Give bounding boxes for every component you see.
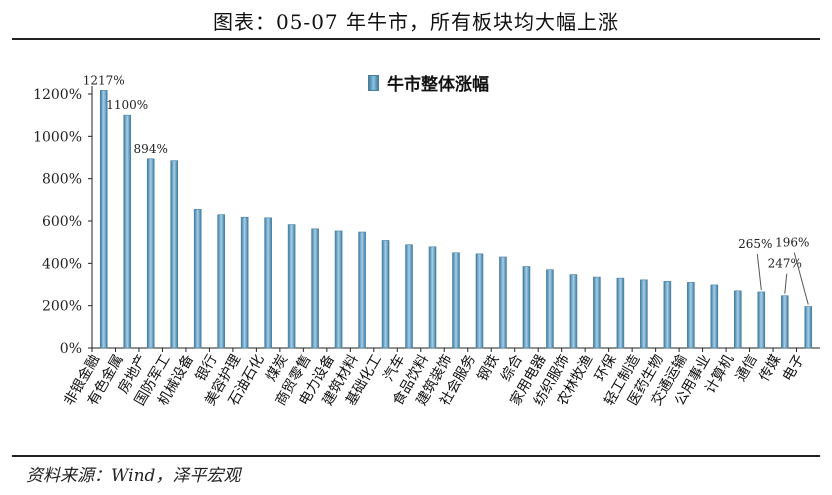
bar-19 (522, 266, 531, 349)
bar-14 (405, 244, 413, 349)
data-label: 894% (134, 142, 168, 156)
annotation-leader (784, 273, 788, 294)
x-tick-label: 钢铁 (475, 352, 503, 384)
bar-chart: 0%200%400%600%800%1000%1200%非银金融有色金属房地产国… (33, 73, 820, 408)
y-tick-label: 400% (42, 256, 82, 272)
bar-12 (358, 231, 366, 349)
bar-16 (452, 252, 460, 349)
bar-3 (146, 158, 155, 349)
bar-17 (475, 253, 484, 349)
bar-2 (123, 114, 132, 349)
bar-13 (381, 240, 390, 349)
bar-20 (546, 269, 554, 349)
chart-legend: 牛市整体涨幅 (368, 70, 489, 95)
bar-27 (710, 284, 719, 349)
y-tick-label: 200% (42, 299, 82, 315)
bar-8 (264, 217, 272, 349)
x-tick-label: 传媒 (756, 352, 784, 384)
bar-24 (640, 279, 648, 349)
top-rule (12, 38, 820, 40)
bar-5 (193, 209, 202, 349)
bottom-rule (12, 455, 820, 457)
bar-28 (734, 290, 742, 349)
bar-31 (804, 306, 813, 349)
x-tick-label: 电子 (780, 352, 808, 384)
y-tick-label: 1000% (33, 129, 82, 145)
bar-25 (663, 281, 672, 349)
bar-26 (687, 282, 695, 349)
y-tick-label: 600% (42, 214, 82, 230)
y-tick-label: 800% (42, 172, 82, 188)
data-label: 247% (768, 257, 802, 271)
bar-21 (569, 274, 578, 349)
data-label: 265% (738, 237, 772, 251)
data-label: 1100% (106, 98, 148, 112)
legend-swatch (368, 74, 379, 91)
y-tick-label: 0% (60, 341, 82, 357)
bar-30 (780, 295, 789, 349)
bar-11 (334, 230, 343, 349)
figure-title: 图表：05-07 年牛市，所有板块均大幅上涨 (212, 10, 619, 34)
source-note: 资料来源：Wind，泽平宏观 (26, 466, 241, 486)
bar-18 (499, 256, 507, 349)
bar-29 (757, 291, 766, 349)
bar-23 (616, 277, 625, 349)
bar-15 (428, 246, 437, 349)
bar-1 (99, 90, 108, 349)
bar-22 (593, 276, 601, 349)
annotation-leader (793, 252, 809, 305)
x-tick-label: 通信 (733, 352, 761, 384)
annotation-leader (756, 253, 762, 290)
bar-4 (170, 160, 178, 349)
y-tick-label: 1200% (33, 87, 82, 103)
bar-10 (311, 228, 319, 349)
bar-6 (217, 214, 225, 349)
bar-9 (287, 224, 296, 349)
legend-label: 牛市整体涨幅 (387, 75, 489, 95)
data-label: 196% (775, 236, 809, 250)
bar-7 (240, 216, 249, 349)
data-label: 1217% (83, 73, 125, 87)
